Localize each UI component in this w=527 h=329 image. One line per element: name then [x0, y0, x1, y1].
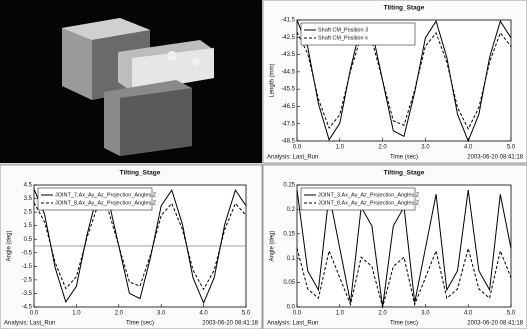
stage-side — [120, 88, 192, 156]
x-tick-label: 0.0 — [293, 311, 302, 317]
y-tick-label: -2.5 — [22, 277, 33, 283]
x-tick-label: 5.0 — [507, 145, 516, 151]
y-tick-label: 0.05 — [283, 280, 295, 286]
y-tick-label: -41.5 — [281, 18, 295, 24]
timestamp: 2003-06-20 08:41:18 — [467, 155, 523, 161]
legend-label: JOINT_8.Ax_Ay_Az_Projection_Angles.Z — [55, 200, 157, 206]
y-tick-label: 0.5 — [24, 237, 33, 243]
y-tick-label: 2.5 — [24, 210, 33, 216]
y-tick-label: -47.5 — [281, 121, 295, 127]
x-tick-label: 3.0 — [421, 311, 430, 317]
y-tick-label: 3.5 — [24, 196, 33, 202]
x-tick-label: 5.0 — [507, 311, 516, 317]
chart-title: Tilting_Stage — [384, 170, 425, 177]
legend-label: Shaft CM_Position 3 — [318, 27, 368, 33]
x-tick-label: 2.0 — [378, 311, 387, 317]
y-axis-label: Angle (deg) — [270, 230, 276, 261]
y-tick-label: -3.5 — [22, 291, 33, 297]
y-tick-label: -42.5 — [281, 35, 295, 41]
x-tick-label: 2.0 — [115, 311, 124, 317]
legend-label: JOINT_7.Ax_Ay_Az_Projection_Angles.Z — [55, 192, 157, 198]
screen: Tilting_Stage -41.5 -42.5 -43.5 -44.5 -45.5 -4… — [0, 0, 527, 329]
y-tick-label: 0.1 — [287, 256, 296, 262]
y-tick-label: -1.5 — [22, 264, 33, 270]
model-view — [0, 0, 262, 163]
x-tick-label: 1.0 — [72, 311, 81, 317]
legend-label: JOINT_3.Ax_Ay_Az_Projection_Angles.Z — [318, 192, 420, 198]
x-tick-label: 1.0 — [336, 311, 345, 317]
chart-title: Tilting_Stage — [120, 170, 161, 177]
legend-label: Shaft CM_Position x — [318, 35, 368, 41]
page: Tilting_Stage -41.5 -42.5 -43.5 -44.5 -45.5 -4… — [0, 0, 527, 329]
analysis-label: Analysis: Last_Run — [4, 321, 55, 327]
pin — [192, 58, 200, 66]
x-axis-label: Time (sec) — [126, 321, 154, 327]
x-tick-label: 4.0 — [464, 311, 473, 317]
x-tick-label: 4.0 — [199, 311, 208, 317]
x-tick-label: 5.0 — [242, 311, 251, 317]
x-tick-label: 1.0 — [336, 145, 345, 151]
legend-box — [38, 188, 152, 210]
y-tick-label: 1.5 — [24, 223, 33, 229]
x-tick-label: 3.0 — [421, 145, 430, 151]
x-tick-label: 0.0 — [293, 145, 302, 151]
chart-title: Tilting_Stage — [384, 5, 425, 12]
x-axis-label: Time (sec) — [390, 321, 418, 327]
y-tick-label: -45.5 — [281, 87, 295, 93]
x-axis-label: Time (sec) — [390, 155, 418, 161]
y-axis-label: Length (mm) — [270, 63, 276, 97]
y-tick-label: 0.2 — [287, 207, 296, 213]
x-tick-label: 4.0 — [464, 145, 473, 151]
y-tick-label: -46.5 — [281, 104, 295, 110]
pin — [167, 51, 177, 61]
legend-label: JOINT_8.Ax_Ay_Az_Projection_Angles.Z — [318, 200, 420, 206]
y-tick-label: -44.5 — [281, 69, 295, 75]
legend-box — [301, 188, 415, 210]
legend-box — [301, 23, 415, 45]
analysis-label: Analysis: Last_Run — [267, 321, 318, 327]
x-tick-label: 2.0 — [378, 145, 387, 151]
y-tick-label: 0.25 — [283, 183, 295, 189]
x-tick-label: 3.0 — [157, 311, 166, 317]
analysis-label: Analysis: Last_Run — [267, 155, 318, 161]
y-axis-label: Angle (deg) — [7, 230, 13, 261]
y-tick-label: 4.5 — [24, 183, 33, 189]
y-tick-label: -0.5 — [22, 250, 33, 256]
timestamp: 2003-06-20 08:41:18 — [467, 321, 523, 327]
timestamp: 2003-06-20 08:41:18 — [202, 321, 258, 327]
y-tick-label: 0.15 — [283, 231, 295, 237]
y-tick-label: -43.5 — [281, 52, 295, 58]
x-tick-label: 0.0 — [30, 311, 39, 317]
